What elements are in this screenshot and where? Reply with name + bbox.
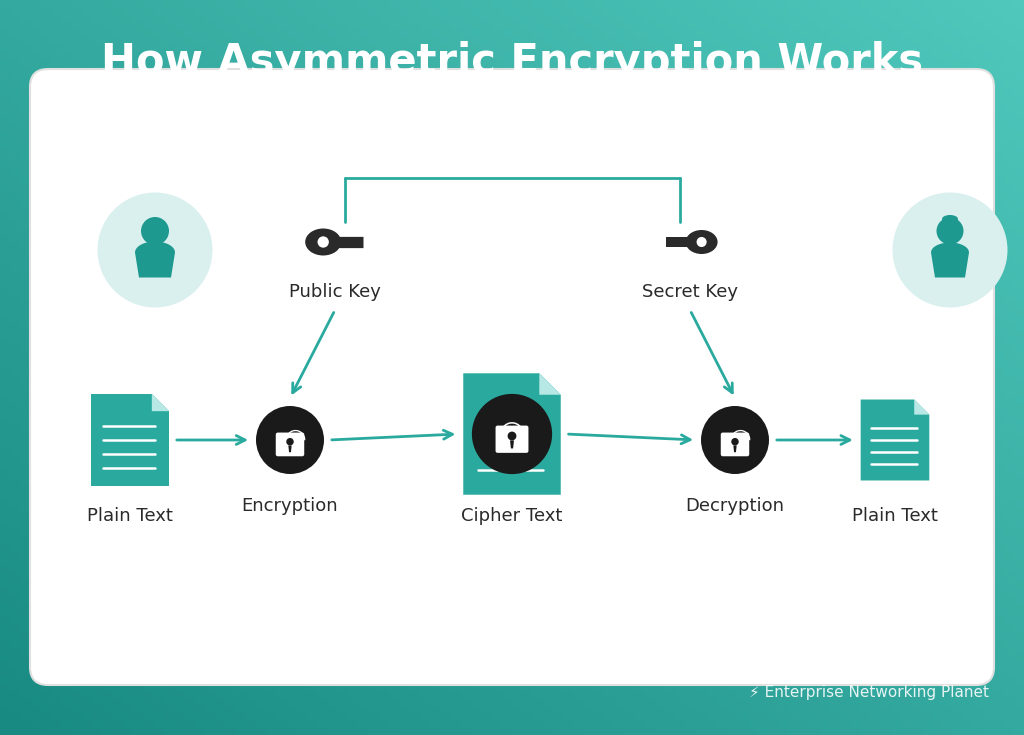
Polygon shape — [358, 242, 362, 248]
Polygon shape — [152, 394, 169, 411]
FancyBboxPatch shape — [275, 433, 304, 456]
FancyBboxPatch shape — [496, 426, 528, 453]
Polygon shape — [510, 440, 514, 448]
Circle shape — [97, 193, 213, 307]
Polygon shape — [135, 242, 175, 278]
Ellipse shape — [305, 229, 341, 256]
Circle shape — [701, 406, 769, 474]
Circle shape — [937, 218, 964, 245]
Polygon shape — [540, 373, 561, 395]
Circle shape — [141, 217, 169, 245]
Polygon shape — [339, 242, 343, 248]
Circle shape — [696, 237, 707, 247]
Polygon shape — [668, 242, 672, 247]
Text: How Asymmetric Encryption Works: How Asymmetric Encryption Works — [101, 41, 923, 83]
Text: Plain Text: Plain Text — [87, 507, 173, 525]
Text: Decryption: Decryption — [685, 497, 784, 515]
Circle shape — [472, 394, 552, 474]
Polygon shape — [733, 445, 736, 452]
Polygon shape — [685, 242, 688, 247]
Ellipse shape — [686, 230, 718, 254]
Circle shape — [893, 193, 1008, 307]
Polygon shape — [861, 400, 930, 481]
Text: Encryption: Encryption — [242, 497, 338, 515]
Circle shape — [508, 431, 516, 440]
Ellipse shape — [942, 215, 958, 223]
Polygon shape — [349, 242, 353, 248]
FancyBboxPatch shape — [30, 69, 994, 685]
Text: Cipher Text: Cipher Text — [462, 507, 562, 525]
Circle shape — [317, 237, 329, 248]
Polygon shape — [931, 243, 969, 278]
FancyBboxPatch shape — [721, 433, 750, 456]
Text: Secret Key: Secret Key — [642, 283, 738, 301]
Circle shape — [731, 438, 738, 445]
Text: Plain Text: Plain Text — [852, 507, 938, 525]
Polygon shape — [463, 373, 561, 495]
Circle shape — [256, 406, 324, 474]
Polygon shape — [91, 394, 169, 486]
Polygon shape — [914, 400, 930, 415]
Text: Public Key: Public Key — [289, 283, 381, 301]
Circle shape — [287, 438, 294, 445]
Polygon shape — [677, 242, 680, 247]
Text: ⚡ Enterprise Networking Planet: ⚡ Enterprise Networking Planet — [749, 686, 989, 700]
Polygon shape — [289, 445, 292, 452]
